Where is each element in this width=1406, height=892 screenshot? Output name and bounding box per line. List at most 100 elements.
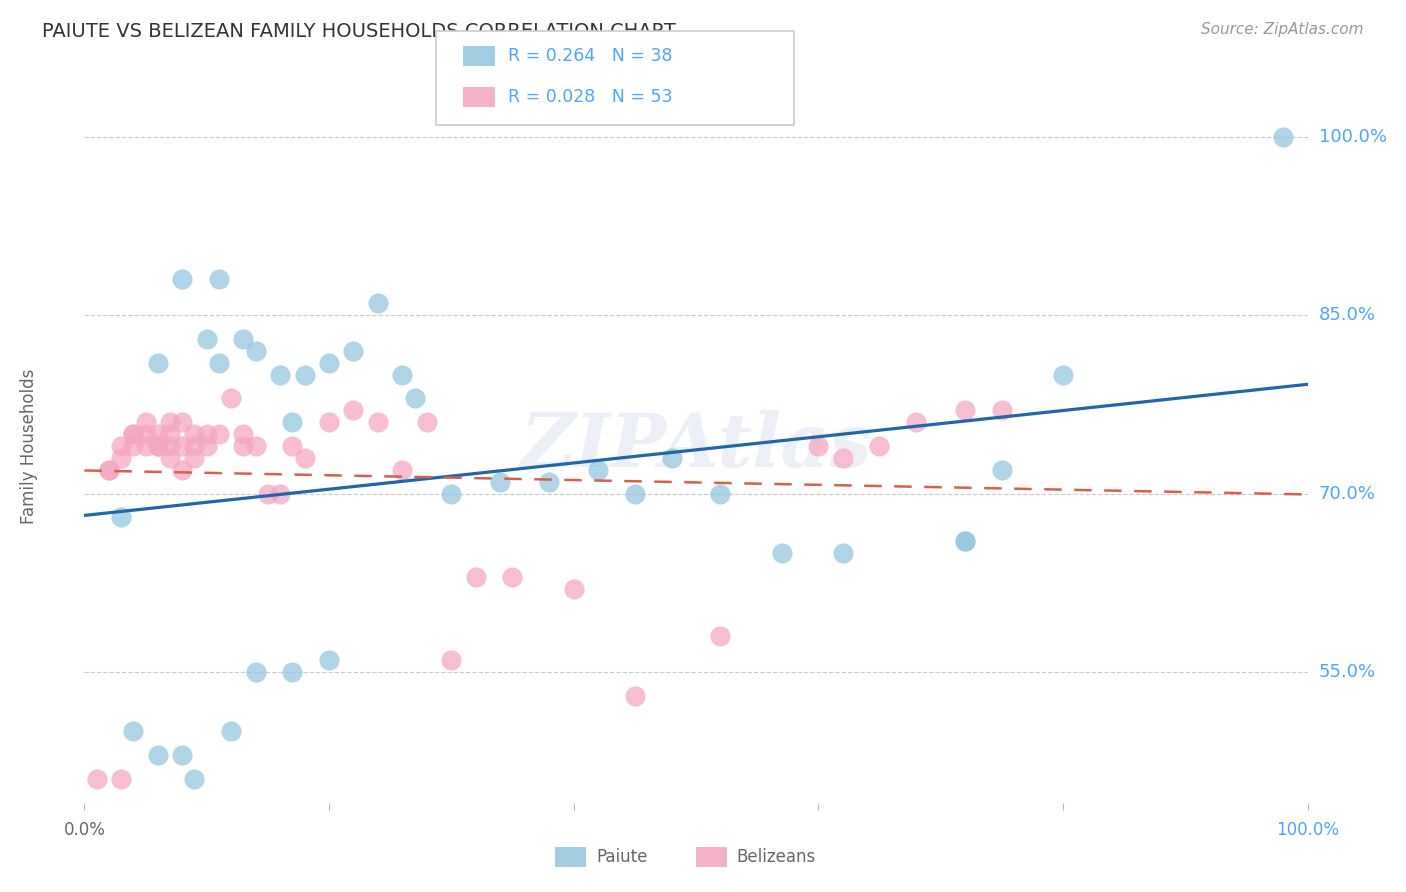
Point [146,356,169,370]
Point [232,427,254,442]
Point [953,403,976,417]
Point [172,272,194,286]
Point [146,439,169,453]
Text: Family Households: Family Households [20,368,38,524]
Text: Belizeans: Belizeans [737,848,815,866]
Point [232,439,254,453]
Point [195,332,218,346]
Point [245,665,267,679]
Point [318,415,340,429]
Point [318,356,340,370]
Point [342,343,364,358]
Point [195,427,218,442]
Point [195,439,218,453]
Point [219,392,242,406]
Point [538,475,561,489]
Text: R = 0.028   N = 53: R = 0.028 N = 53 [508,88,672,106]
Point [159,415,181,429]
Point [208,427,231,442]
Point [318,653,340,667]
Point [245,343,267,358]
Point [489,475,512,489]
Point [440,653,463,667]
Point [159,450,181,465]
Point [245,439,267,453]
Point [562,582,585,596]
Text: 70.0%: 70.0% [1319,484,1375,502]
Text: Paiute: Paiute [596,848,648,866]
Point [281,665,304,679]
Point [501,570,523,584]
Point [208,272,231,286]
Point [416,415,439,429]
Point [146,748,169,763]
Point [97,463,120,477]
Point [831,546,853,560]
Text: PAIUTE VS BELIZEAN FAMILY HOUSEHOLDS CORRELATION CHART: PAIUTE VS BELIZEAN FAMILY HOUSEHOLDS COR… [42,22,676,41]
Point [183,427,205,442]
Text: 85.0%: 85.0% [1319,306,1375,324]
Point [146,439,169,453]
Point [122,427,145,442]
Point [807,439,830,453]
Point [661,450,683,465]
Point [183,439,205,453]
Point [440,486,463,500]
Point [991,463,1014,477]
Point [586,463,609,477]
Point [905,415,928,429]
Point [135,439,157,453]
Point [110,439,132,453]
Point [831,450,853,465]
Point [869,439,891,453]
Point [281,415,304,429]
Point [257,486,280,500]
Text: ZIPAtlas: ZIPAtlas [520,409,872,483]
Point [1272,129,1295,144]
Point [122,427,145,442]
Text: R = 0.264   N = 38: R = 0.264 N = 38 [508,47,672,65]
Point [208,356,231,370]
Point [269,486,291,500]
Point [391,368,413,382]
Text: 0.0%: 0.0% [63,821,105,838]
Point [294,450,316,465]
Point [367,296,389,310]
Point [1052,368,1074,382]
Text: 100.0%: 100.0% [1277,821,1339,838]
Point [624,486,647,500]
Point [135,415,157,429]
Point [770,546,793,560]
Point [294,368,316,382]
Point [86,772,108,786]
Point [159,427,181,442]
Point [135,427,157,442]
Point [464,570,486,584]
Text: 100.0%: 100.0% [1319,128,1386,145]
Point [97,463,120,477]
Point [172,415,194,429]
Point [122,439,145,453]
Point [624,689,647,703]
Text: Source: ZipAtlas.com: Source: ZipAtlas.com [1201,22,1364,37]
Point [172,463,194,477]
Point [391,463,413,477]
Point [367,415,389,429]
Point [709,629,731,643]
Point [709,486,731,500]
Point [172,439,194,453]
Point [269,368,291,382]
Point [342,403,364,417]
Point [183,772,205,786]
Point [219,724,242,739]
Point [404,392,426,406]
Point [172,748,194,763]
Point [110,510,132,524]
Point [110,772,132,786]
Point [183,450,205,465]
Point [281,439,304,453]
Point [953,534,976,549]
Point [232,332,254,346]
Point [159,439,181,453]
Point [110,450,132,465]
